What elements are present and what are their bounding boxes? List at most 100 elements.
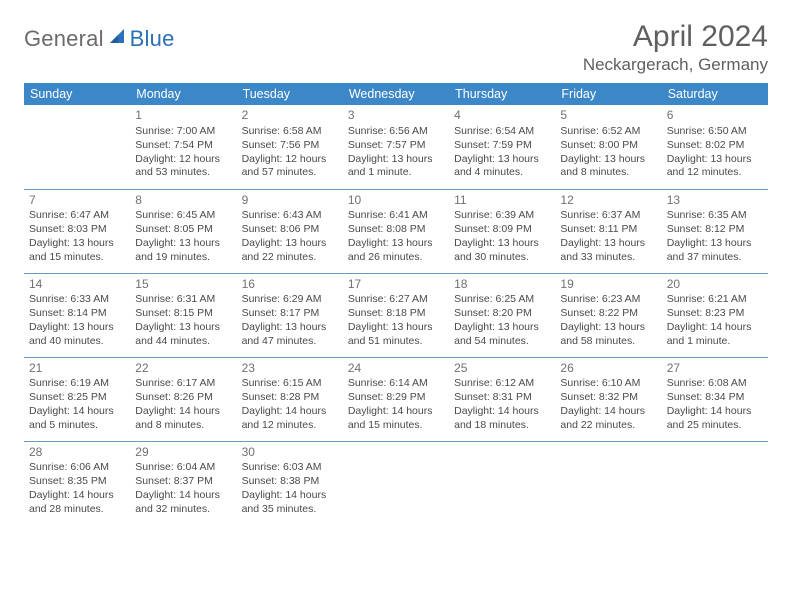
calendar-day-cell: 8Sunrise: 6:45 AMSunset: 8:05 PMDaylight… (130, 189, 236, 273)
day-number: 21 (29, 361, 125, 377)
calendar-day-cell: 18Sunrise: 6:25 AMSunset: 8:20 PMDayligh… (449, 273, 555, 357)
day-number: 8 (135, 193, 231, 209)
daylight-line-1: Daylight: 13 hours (348, 237, 444, 251)
day-number: 27 (667, 361, 763, 377)
sunset-line: Sunset: 8:32 PM (560, 391, 656, 405)
sunrise-line: Sunrise: 6:10 AM (560, 377, 656, 391)
sunrise-line: Sunrise: 6:43 AM (242, 209, 338, 223)
title-block: April 2024 Neckargerach, Germany (583, 20, 768, 75)
daylight-line-2: and 40 minutes. (29, 335, 125, 349)
daylight-line-2: and 35 minutes. (242, 503, 338, 517)
sunset-line: Sunset: 8:28 PM (242, 391, 338, 405)
sunrise-line: Sunrise: 6:29 AM (242, 293, 338, 307)
day-number: 20 (667, 277, 763, 293)
calendar-day-cell: 30Sunrise: 6:03 AMSunset: 8:38 PMDayligh… (237, 441, 343, 525)
day-number: 19 (560, 277, 656, 293)
daylight-line-1: Daylight: 13 hours (560, 153, 656, 167)
sunrise-line: Sunrise: 6:35 AM (667, 209, 763, 223)
calendar-day-cell (24, 105, 130, 189)
calendar-day-cell: 14Sunrise: 6:33 AMSunset: 8:14 PMDayligh… (24, 273, 130, 357)
daylight-line-1: Daylight: 13 hours (667, 237, 763, 251)
calendar-day-cell: 17Sunrise: 6:27 AMSunset: 8:18 PMDayligh… (343, 273, 449, 357)
daylight-line-1: Daylight: 13 hours (348, 153, 444, 167)
sunrise-line: Sunrise: 6:14 AM (348, 377, 444, 391)
sunset-line: Sunset: 8:20 PM (454, 307, 550, 321)
daylight-line-2: and 12 minutes. (667, 166, 763, 180)
calendar-week-row: 14Sunrise: 6:33 AMSunset: 8:14 PMDayligh… (24, 273, 768, 357)
daylight-line-2: and 22 minutes. (242, 251, 338, 265)
daylight-line-2: and 37 minutes. (667, 251, 763, 265)
header: General Blue April 2024 Neckargerach, Ge… (24, 20, 768, 75)
sunset-line: Sunset: 8:22 PM (560, 307, 656, 321)
day-number: 16 (242, 277, 338, 293)
daylight-line-2: and 8 minutes. (135, 419, 231, 433)
calendar-day-cell: 9Sunrise: 6:43 AMSunset: 8:06 PMDaylight… (237, 189, 343, 273)
day-number: 18 (454, 277, 550, 293)
sunrise-line: Sunrise: 6:54 AM (454, 125, 550, 139)
calendar-day-cell (555, 441, 661, 525)
sunrise-line: Sunrise: 6:45 AM (135, 209, 231, 223)
day-number: 23 (242, 361, 338, 377)
sunrise-line: Sunrise: 6:25 AM (454, 293, 550, 307)
brand-logo: General Blue (24, 20, 175, 52)
sunrise-line: Sunrise: 6:27 AM (348, 293, 444, 307)
sunrise-line: Sunrise: 6:06 AM (29, 461, 125, 475)
calendar-day-cell: 24Sunrise: 6:14 AMSunset: 8:29 PMDayligh… (343, 357, 449, 441)
day-number: 15 (135, 277, 231, 293)
calendar-day-cell: 3Sunrise: 6:56 AMSunset: 7:57 PMDaylight… (343, 105, 449, 189)
sunrise-line: Sunrise: 6:56 AM (348, 125, 444, 139)
sunrise-line: Sunrise: 6:04 AM (135, 461, 231, 475)
sunset-line: Sunset: 8:02 PM (667, 139, 763, 153)
sunrise-line: Sunrise: 7:00 AM (135, 125, 231, 139)
sunset-line: Sunset: 8:35 PM (29, 475, 125, 489)
daylight-line-2: and 58 minutes. (560, 335, 656, 349)
daylight-line-1: Daylight: 13 hours (29, 237, 125, 251)
daylight-line-2: and 18 minutes. (454, 419, 550, 433)
daylight-line-1: Daylight: 13 hours (454, 321, 550, 335)
calendar-day-cell: 26Sunrise: 6:10 AMSunset: 8:32 PMDayligh… (555, 357, 661, 441)
calendar-day-cell: 15Sunrise: 6:31 AMSunset: 8:15 PMDayligh… (130, 273, 236, 357)
day-number: 14 (29, 277, 125, 293)
calendar-table: Sunday Monday Tuesday Wednesday Thursday… (24, 83, 768, 525)
sunset-line: Sunset: 8:12 PM (667, 223, 763, 237)
daylight-line-2: and 19 minutes. (135, 251, 231, 265)
calendar-day-cell: 16Sunrise: 6:29 AMSunset: 8:17 PMDayligh… (237, 273, 343, 357)
sunset-line: Sunset: 8:03 PM (29, 223, 125, 237)
daylight-line-1: Daylight: 13 hours (242, 321, 338, 335)
sunset-line: Sunset: 7:56 PM (242, 139, 338, 153)
sunrise-line: Sunrise: 6:52 AM (560, 125, 656, 139)
daylight-line-1: Daylight: 13 hours (560, 237, 656, 251)
sunset-line: Sunset: 8:34 PM (667, 391, 763, 405)
calendar-day-cell: 20Sunrise: 6:21 AMSunset: 8:23 PMDayligh… (662, 273, 768, 357)
sunset-line: Sunset: 8:09 PM (454, 223, 550, 237)
day-number: 5 (560, 108, 656, 124)
brand-part1: General (24, 26, 104, 52)
day-number: 2 (242, 108, 338, 124)
daylight-line-1: Daylight: 13 hours (135, 321, 231, 335)
calendar-day-cell: 11Sunrise: 6:39 AMSunset: 8:09 PMDayligh… (449, 189, 555, 273)
daylight-line-2: and 32 minutes. (135, 503, 231, 517)
daylight-line-2: and 15 minutes. (29, 251, 125, 265)
brand-part2: Blue (130, 26, 175, 52)
sunset-line: Sunset: 8:18 PM (348, 307, 444, 321)
day-number: 30 (242, 445, 338, 461)
calendar-body: 1Sunrise: 7:00 AMSunset: 7:54 PMDaylight… (24, 105, 768, 525)
daylight-line-2: and 4 minutes. (454, 166, 550, 180)
daylight-line-1: Daylight: 13 hours (242, 237, 338, 251)
daylight-line-2: and 25 minutes. (667, 419, 763, 433)
day-number: 12 (560, 193, 656, 209)
daylight-line-1: Daylight: 14 hours (135, 405, 231, 419)
daylight-line-2: and 28 minutes. (29, 503, 125, 517)
daylight-line-1: Daylight: 14 hours (454, 405, 550, 419)
daylight-line-2: and 44 minutes. (135, 335, 231, 349)
daylight-line-2: and 22 minutes. (560, 419, 656, 433)
daylight-line-2: and 33 minutes. (560, 251, 656, 265)
calendar-day-cell: 29Sunrise: 6:04 AMSunset: 8:37 PMDayligh… (130, 441, 236, 525)
calendar-day-cell: 25Sunrise: 6:12 AMSunset: 8:31 PMDayligh… (449, 357, 555, 441)
sunrise-line: Sunrise: 6:15 AM (242, 377, 338, 391)
day-number: 7 (29, 193, 125, 209)
day-number: 11 (454, 193, 550, 209)
sunset-line: Sunset: 8:05 PM (135, 223, 231, 237)
calendar-day-cell: 2Sunrise: 6:58 AMSunset: 7:56 PMDaylight… (237, 105, 343, 189)
sunrise-line: Sunrise: 6:39 AM (454, 209, 550, 223)
